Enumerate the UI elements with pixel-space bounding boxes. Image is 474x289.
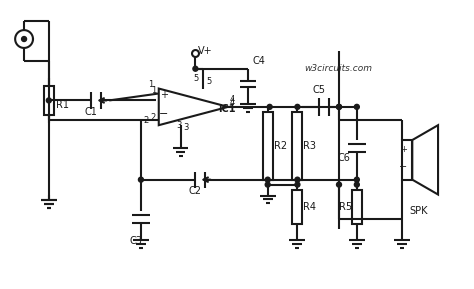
Text: C1: C1 [85, 107, 98, 117]
FancyBboxPatch shape [292, 112, 302, 180]
Circle shape [193, 66, 198, 71]
Text: 5: 5 [193, 74, 199, 83]
Text: 2: 2 [144, 116, 149, 125]
Text: R5: R5 [339, 202, 352, 212]
FancyBboxPatch shape [402, 140, 412, 180]
Circle shape [295, 177, 300, 182]
Text: R3: R3 [303, 141, 316, 151]
Circle shape [295, 182, 300, 187]
FancyBboxPatch shape [292, 190, 302, 224]
FancyBboxPatch shape [352, 190, 362, 224]
Text: V+: V+ [199, 46, 213, 56]
Circle shape [337, 104, 341, 109]
Text: C4: C4 [253, 56, 266, 66]
Polygon shape [412, 125, 438, 194]
Circle shape [267, 104, 272, 109]
Circle shape [265, 182, 270, 187]
Text: R1: R1 [56, 100, 69, 110]
Text: 2: 2 [151, 113, 156, 122]
Circle shape [295, 104, 300, 109]
Text: SPK: SPK [409, 206, 428, 216]
Text: 1: 1 [151, 86, 156, 95]
FancyBboxPatch shape [263, 112, 273, 180]
Text: +: + [160, 90, 168, 101]
Text: 3: 3 [183, 123, 189, 132]
Circle shape [22, 36, 27, 42]
Circle shape [138, 177, 144, 182]
Text: −: − [399, 162, 408, 172]
Text: 3: 3 [177, 121, 182, 130]
Text: C3: C3 [129, 236, 142, 246]
Text: C6: C6 [337, 153, 350, 163]
FancyBboxPatch shape [44, 86, 54, 115]
Circle shape [46, 98, 51, 103]
Text: 5: 5 [206, 77, 211, 86]
Text: C2: C2 [189, 186, 202, 196]
Text: R2: R2 [273, 141, 287, 151]
Circle shape [355, 182, 359, 187]
Text: −: − [159, 109, 168, 119]
Text: 4: 4 [230, 95, 235, 104]
Text: IC1: IC1 [218, 104, 236, 114]
Text: w3circuits.com: w3circuits.com [304, 64, 373, 73]
Circle shape [355, 104, 359, 109]
Circle shape [337, 182, 341, 187]
Text: C5: C5 [313, 85, 326, 95]
Circle shape [265, 177, 270, 182]
Text: R4: R4 [303, 202, 316, 212]
Circle shape [355, 177, 359, 182]
Text: 1: 1 [148, 79, 154, 88]
Circle shape [337, 104, 341, 109]
Text: +: + [400, 145, 407, 154]
Text: 4: 4 [230, 98, 235, 107]
